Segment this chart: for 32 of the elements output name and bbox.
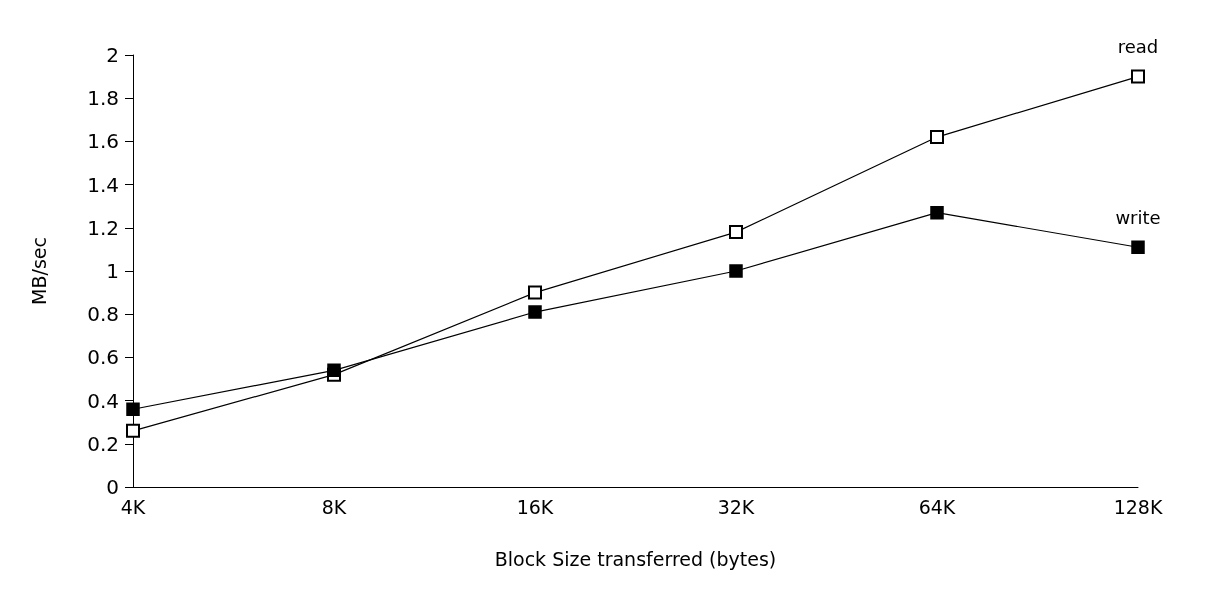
point: [528, 305, 542, 319]
x-tick-label: 8K: [321, 495, 347, 518]
point: [528, 285, 542, 300]
x-tick-label: 64K: [918, 495, 956, 518]
y-tick-label: 0.2: [87, 431, 119, 456]
point: [930, 130, 944, 145]
y-tick-label: 1: [106, 259, 119, 283]
point: [930, 205, 944, 220]
point: [327, 363, 341, 378]
x-axis-title: Block Size transferred (bytes): [494, 547, 777, 570]
point: [126, 402, 140, 416]
y-tick-label: 0: [106, 475, 119, 499]
y-tick-label: 2: [106, 43, 119, 67]
point: [1131, 240, 1145, 254]
y-tick-label: 1.6: [87, 129, 119, 154]
series-label: read: [1117, 36, 1159, 58]
x-tick-label: 32K: [717, 495, 755, 518]
y-tick-label: 0.8: [87, 302, 119, 327]
point: [1131, 69, 1145, 84]
point: [729, 264, 743, 278]
point: [729, 225, 743, 240]
x-tick-label: 4K: [120, 495, 146, 518]
x-tick-label: 16K: [516, 495, 554, 518]
y-tick-label: 1.4: [87, 172, 119, 197]
y-tick-label: 1.2: [87, 215, 119, 240]
y-tick-label: 1.8: [87, 86, 119, 111]
point: [126, 423, 140, 438]
series-label: write: [1115, 206, 1161, 228]
y-tick-label: 0.4: [87, 388, 119, 413]
x-tick-label: 128K: [1113, 495, 1163, 518]
y-tick-label: 0.6: [87, 345, 119, 370]
y-axis-title: MB/sec: [27, 237, 50, 305]
